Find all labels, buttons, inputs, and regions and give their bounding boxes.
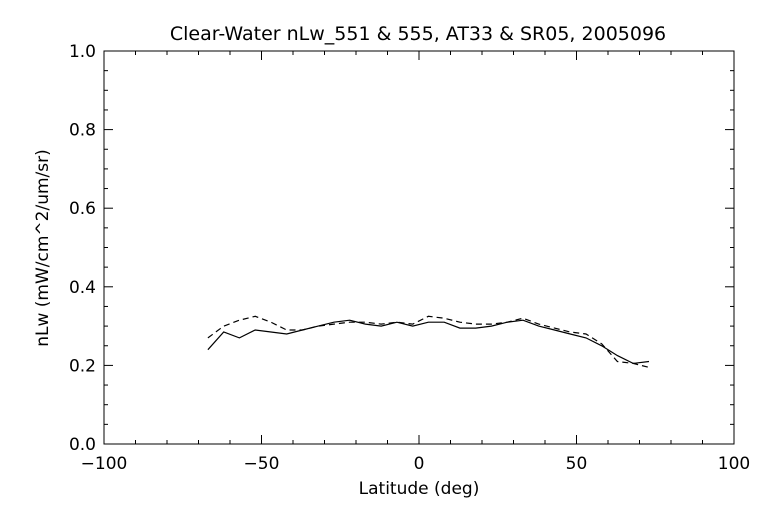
x-tick-label: 50 [566,454,588,474]
chart-title: Clear-Water nLw_551 & 555, AT33 & SR05, … [170,23,666,45]
x-tick-label: 100 [718,454,750,474]
y-tick-label: 0.2 [69,356,96,376]
plot-frame [103,50,735,445]
x-axis-label: Latitude (deg) [359,479,480,499]
x-tick-label: −50 [244,454,280,474]
x-tick-label: −100 [81,454,128,474]
x-tick-label: 0 [414,454,425,474]
y-tick-label: 0.6 [69,199,96,219]
x-tick-labels: −100 −50 0 50 100 [81,454,751,474]
axis-ticks [103,50,735,445]
y-tick-labels: 0.0 0.2 0.4 0.6 0.8 1.0 [69,42,96,455]
y-tick-label: 0.8 [69,121,96,141]
series-line-solid [207,319,650,365]
y-axis-label: nLw (mW/cm^2/um/sr) [33,149,53,347]
y-tick-label: 1.0 [69,42,96,62]
series-line-dashed [207,315,650,368]
y-tick-label: 0.0 [69,435,96,455]
y-tick-label: 0.4 [69,278,96,298]
series-group [207,315,650,368]
